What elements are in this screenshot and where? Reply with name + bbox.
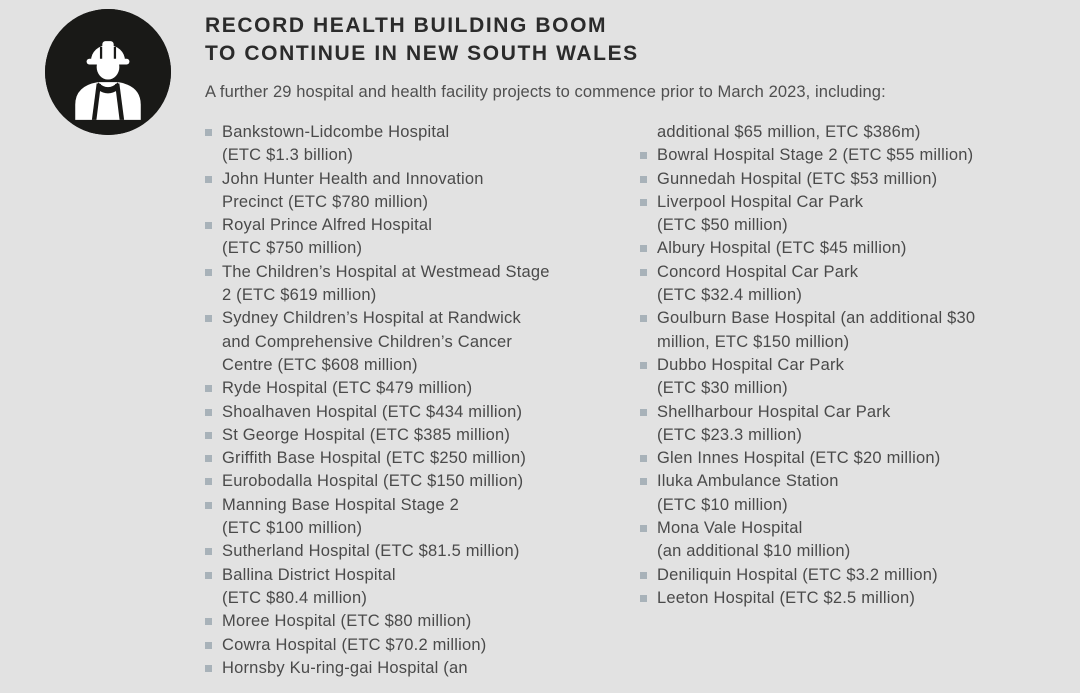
list-item: Deniliquin Hospital (ETC $3.2 million) — [640, 564, 1035, 587]
list-item: The Children’s Hospital at Westmead Stag… — [205, 261, 640, 308]
bullet-icon — [640, 408, 647, 416]
bullet-icon — [205, 571, 212, 579]
bullet-icon — [205, 548, 212, 556]
list-item: Glen Innes Hospital (ETC $20 million) — [640, 447, 1035, 470]
bullet-icon — [205, 175, 212, 183]
page-subtitle: A further 29 hospital and health facilit… — [205, 83, 886, 101]
bullet-icon — [640, 152, 647, 160]
list-item: Royal Prince Alfred Hospital (ETC $750 m… — [205, 214, 640, 261]
list-item: Shellharbour Hospital Car Park (ETC $23.… — [640, 401, 1035, 448]
list-item: Liverpool Hospital Car Park (ETC $50 mil… — [640, 191, 1035, 238]
content-area: RECORD HEALTH BUILDING BOOM TO CONTINUE … — [205, 12, 1035, 680]
list-item: John Hunter Health and Innovation Precin… — [205, 168, 640, 215]
bullet-icon — [205, 222, 212, 230]
bullet-icon — [640, 268, 647, 276]
list-item: Dubbo Hospital Car Park (ETC $30 million… — [640, 354, 1035, 401]
bullet-icon — [640, 175, 647, 183]
list-item: Manning Base Hospital Stage 2 (ETC $100 … — [205, 494, 640, 541]
bullet-icon — [640, 455, 647, 463]
bullet-icon — [205, 408, 212, 416]
list-item: Moree Hospital (ETC $80 million) — [205, 610, 640, 633]
bullet-icon — [205, 641, 212, 649]
bullet-icon — [640, 478, 647, 486]
bullet-icon — [205, 129, 212, 136]
construction-worker-icon — [45, 9, 171, 135]
list-item: Goulburn Base Hospital (an additional $3… — [640, 307, 1035, 354]
list-item: Griffith Base Hospital (ETC $250 million… — [205, 447, 640, 470]
list-item: Cowra Hospital (ETC $70.2 million) — [205, 634, 640, 657]
list-item-continuation: additional $65 million, ETC $386m) — [657, 123, 921, 141]
list-item: Eurobodalla Hospital (ETC $150 million) — [205, 470, 640, 493]
list-item: Iluka Ambulance Station (ETC $10 million… — [640, 470, 1035, 517]
project-list-right-column: additional $65 million, ETC $386m) Bowra… — [640, 121, 1035, 680]
bullet-icon — [205, 501, 212, 509]
project-list-left-column: Bankstown-Lidcombe Hospital (ETC $1.3 bi… — [205, 121, 640, 680]
list-item: Albury Hospital (ETC $45 million) — [640, 237, 1035, 260]
list-item: Bowral Hospital Stage 2 (ETC $55 million… — [640, 144, 1035, 167]
list-item: Ryde Hospital (ETC $479 million) — [205, 377, 640, 400]
list-item: Sutherland Hospital (ETC $81.5 million) — [205, 540, 640, 563]
list-item: Mona Vale Hospital (an additional $10 mi… — [640, 517, 1035, 564]
construction-worker-badge — [45, 9, 171, 135]
bullet-icon — [205, 431, 212, 439]
project-list: Bankstown-Lidcombe Hospital (ETC $1.3 bi… — [205, 121, 1035, 680]
bullet-icon — [205, 268, 212, 276]
bullet-icon — [640, 594, 647, 602]
bullet-icon — [205, 618, 212, 626]
list-item: Gunnedah Hospital (ETC $53 million) — [640, 168, 1035, 191]
bullet-icon — [205, 455, 212, 463]
bullet-icon — [205, 664, 212, 672]
bullet-icon — [640, 198, 647, 206]
list-item: Bankstown-Lidcombe Hospital (ETC $1.3 bi… — [205, 121, 640, 168]
bullet-icon — [205, 385, 212, 393]
list-item: Hornsby Ku-ring-gai Hospital (an — [205, 657, 640, 680]
bullet-icon — [640, 361, 647, 369]
list-item: Leeton Hospital (ETC $2.5 million) — [640, 587, 1035, 610]
bullet-icon — [640, 315, 647, 323]
list-item: Concord Hospital Car Park (ETC $32.4 mil… — [640, 261, 1035, 308]
bullet-icon — [205, 315, 212, 323]
list-item: Ballina District Hospital (ETC $80.4 mil… — [205, 564, 640, 611]
list-item: Shoalhaven Hospital (ETC $434 million) — [205, 401, 640, 424]
list-item: Sydney Children’s Hospital at Randwick a… — [205, 307, 640, 377]
page-title: RECORD HEALTH BUILDING BOOM TO CONTINUE … — [205, 14, 639, 65]
bullet-icon — [640, 245, 647, 253]
bullet-icon — [205, 478, 212, 486]
bullet-icon — [640, 571, 647, 579]
bullet-icon — [640, 525, 647, 533]
list-item: St George Hospital (ETC $385 million) — [205, 424, 640, 447]
